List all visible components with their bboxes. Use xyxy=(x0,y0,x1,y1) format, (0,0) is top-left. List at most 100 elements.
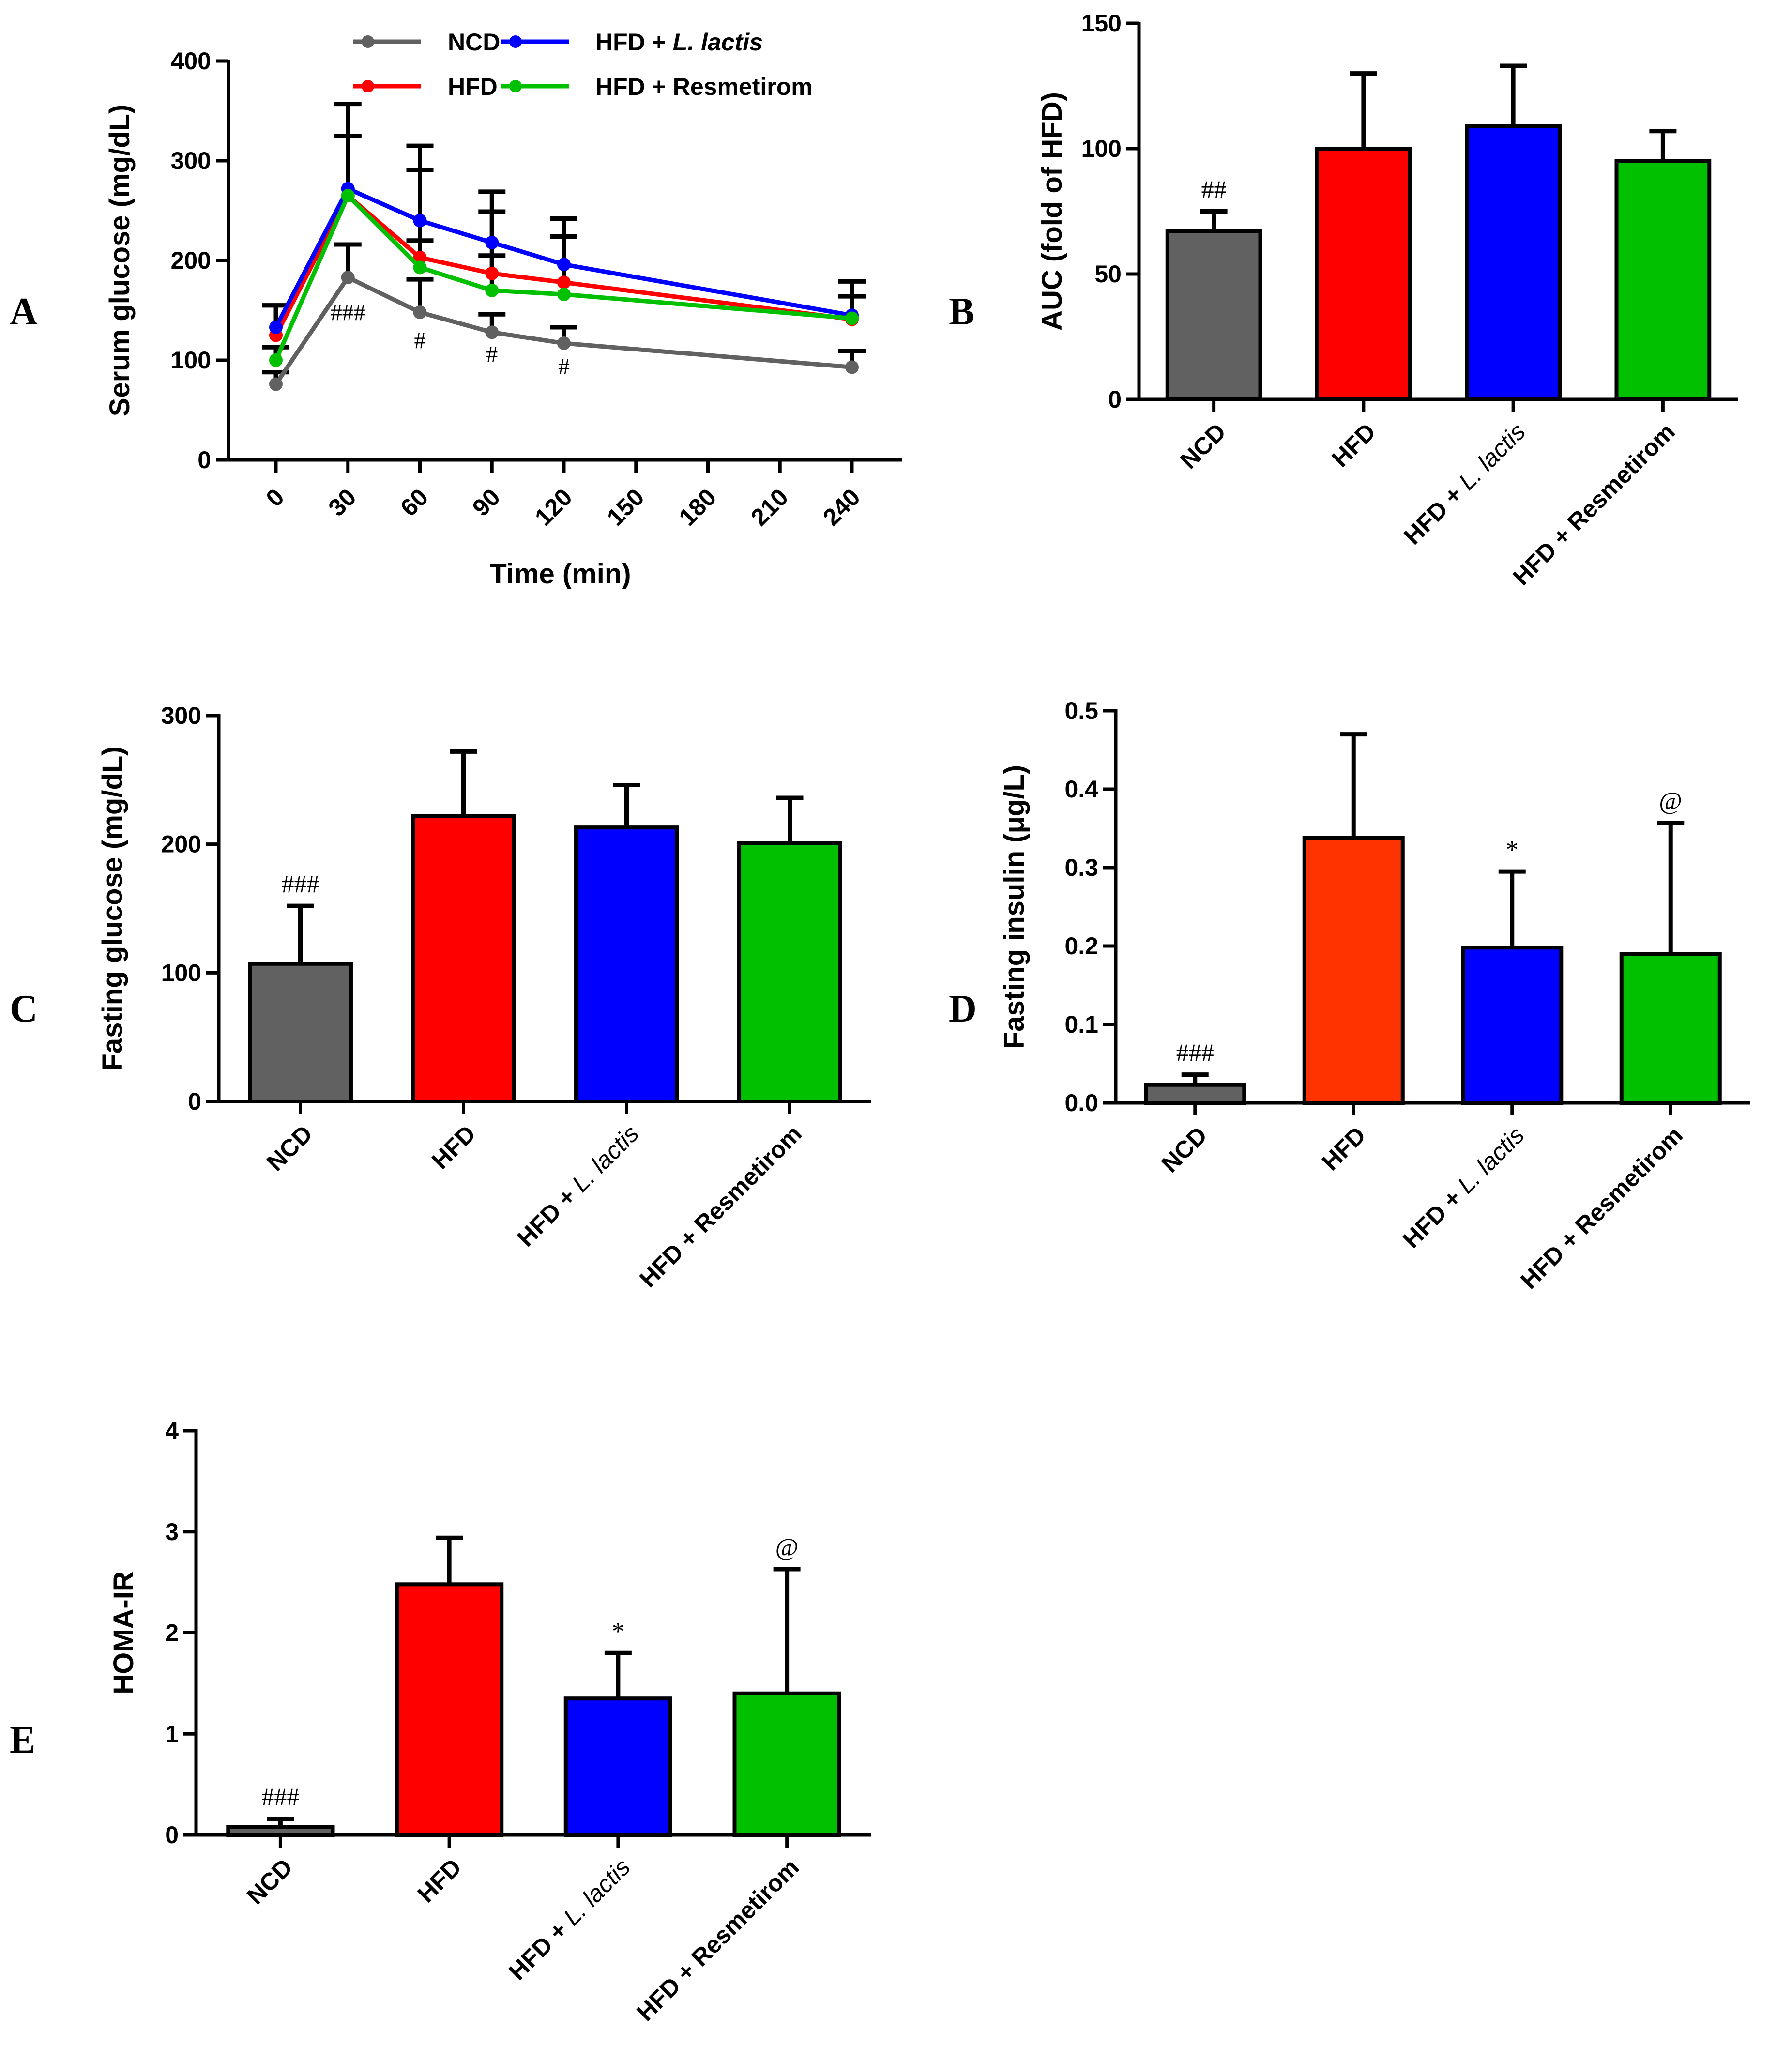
d-y-tick-label: 0.1 xyxy=(1064,1011,1098,1038)
d-annotation: @ xyxy=(1659,788,1682,815)
e-category-text: NCD xyxy=(242,1853,298,1909)
c-category-label: HFD + Resmetirom xyxy=(634,1120,807,1293)
a-x-axis-label: Time (min) xyxy=(489,558,631,590)
d-bar-1 xyxy=(1302,836,1405,1105)
b-category-text: HFD xyxy=(1326,418,1381,472)
a-series-point-1 xyxy=(485,266,499,280)
e-category-label: HFD + Resmetirom xyxy=(632,1853,805,2026)
a-x-tick-label: 60 xyxy=(395,483,433,521)
d-y-tick-label: 0.4 xyxy=(1064,776,1098,803)
chart-d-bar-fasting-insulin: 0.0 0.1 0.2 0.3 0.4 0.5 Fasting insulin (μg/L)… xyxy=(999,697,1750,1294)
e-y-tick-label: 2 xyxy=(165,1619,179,1647)
c-category-italic-text: L. lactis xyxy=(567,1120,644,1197)
b-y-tick-label: 100 xyxy=(1081,135,1122,162)
d-annotation: * xyxy=(1506,836,1519,864)
b-bar-0 xyxy=(1165,229,1262,401)
a-series-point-2 xyxy=(269,321,283,335)
a-y-axis-label: Serum glucose (mg/dL) xyxy=(104,105,136,417)
a-series-point-3 xyxy=(557,288,571,302)
c-category-label: HFD xyxy=(426,1120,481,1174)
c-bar-3 xyxy=(737,841,842,1103)
d-y-axis-label: Fasting insulin (μg/L) xyxy=(999,765,1030,1049)
a-x-tick-label: 120 xyxy=(530,483,577,531)
a-legend-marker-2 xyxy=(509,35,522,48)
a-y-tick-label: 300 xyxy=(171,147,211,174)
a-legend-label-1: HFD xyxy=(448,73,498,100)
e-y-tick-label: 3 xyxy=(165,1518,179,1545)
a-series-point-0 xyxy=(845,360,859,374)
c-y-tick-label: 300 xyxy=(161,702,201,729)
a-legend-marker-1 xyxy=(362,80,374,92)
a-legend-marker-3 xyxy=(509,80,522,92)
a-series-point-3 xyxy=(413,260,427,275)
d-bar-0 xyxy=(1144,1083,1246,1105)
a-series-point-0 xyxy=(485,325,499,339)
a-legend-label-2: HFD + L. lactis xyxy=(595,29,763,56)
e-y-tick-label: 1 xyxy=(165,1720,179,1747)
a-x-tick-label: 0 xyxy=(261,483,289,512)
a-series-point-0 xyxy=(413,305,427,320)
a-legend-label-3: HFD + Resmetirom xyxy=(595,73,813,100)
a-y-tick-label: 200 xyxy=(171,247,211,274)
d-category-text: HFD + Resmetirom xyxy=(1515,1121,1688,1294)
c-bar-1 xyxy=(411,814,516,1103)
a-legend-italic-text: L. lactis xyxy=(673,29,763,56)
panel-letter-d: D xyxy=(949,988,977,1030)
a-legend-text: HFD + Resmetirom xyxy=(595,73,813,100)
c-category-text: HFD xyxy=(426,1120,481,1174)
a-x-tick-label: 180 xyxy=(674,483,722,531)
b-category-label: NCD xyxy=(1175,418,1231,474)
d-category-label: HFD + Resmetirom xyxy=(1515,1121,1688,1294)
chart-e-bar-homa-ir: 0 1 2 3 4 HOMA-IR ### NCD HFD * HFD + L. lactis @ HF… xyxy=(108,1417,871,2026)
d-category-italic-text: L. lactis xyxy=(1452,1121,1529,1198)
a-legend-text: HFD + xyxy=(595,29,673,56)
chart-a-line-glucose: 0 100 200 300 400 Serum glucose (mg/dL) 0 30 60 9… xyxy=(104,29,902,590)
b-bar-2 xyxy=(1465,124,1562,401)
panel-letter-c: C xyxy=(10,988,38,1030)
c-y-axis-label: Fasting glucose (mg/dL) xyxy=(97,746,128,1070)
panel-letter-b: B xyxy=(949,290,974,333)
a-x-tick-label: 150 xyxy=(602,483,650,531)
a-series-point-0 xyxy=(557,336,571,350)
a-y-tick-label: 0 xyxy=(197,446,211,473)
a-series-point-3 xyxy=(485,283,499,297)
chart-b-bar-auc: 0 50 100 150 AUC (fold of HFD) ## NCD HFD HFD + … xyxy=(1036,10,1738,591)
b-category-text: HFD + xyxy=(1398,476,1473,550)
d-category-text: NCD xyxy=(1156,1121,1212,1177)
a-series-point-2 xyxy=(557,258,571,272)
b-category-text: NCD xyxy=(1175,418,1231,474)
b-category-italic-text: L. lactis xyxy=(1453,418,1530,495)
d-y-tick-label: 0.5 xyxy=(1064,697,1098,724)
a-series-point-2 xyxy=(485,235,499,249)
d-category-label: HFD xyxy=(1317,1121,1371,1176)
e-annotation: * xyxy=(612,1618,624,1645)
d-bar-2 xyxy=(1461,946,1564,1105)
e-bar-0 xyxy=(226,1825,335,1837)
a-series-line-0 xyxy=(274,275,852,385)
panel-letter-a: A xyxy=(10,290,38,333)
c-category-text: NCD xyxy=(261,1120,318,1176)
e-annotation: ### xyxy=(261,1784,299,1811)
a-legend-text: HFD xyxy=(448,73,498,100)
b-annotation: ## xyxy=(1201,176,1227,204)
c-annotation: ### xyxy=(282,871,319,898)
a-series-point-1 xyxy=(413,250,427,264)
d-category-label: HFD + L. lactis xyxy=(1397,1121,1529,1253)
d-category-label: NCD xyxy=(1156,1121,1212,1177)
e-category-italic-text: L. lactis xyxy=(558,1853,635,1930)
chart-c-bar-fasting-glucose: 0 100 200 300 Fasting glucose (mg/dL) ### NCD H… xyxy=(97,702,871,1293)
a-series-line-2 xyxy=(274,185,852,329)
b-y-tick-label: 0 xyxy=(1108,386,1122,413)
a-series-point-3 xyxy=(845,311,859,325)
e-category-label: NCD xyxy=(242,1853,298,1909)
c-y-tick-label: 200 xyxy=(161,831,201,858)
a-x-tick-label: 210 xyxy=(745,483,793,531)
d-category-text: HFD xyxy=(1317,1121,1371,1176)
a-series-point-0 xyxy=(269,377,283,391)
a-series-line-3 xyxy=(273,192,852,361)
a-legend-text: NCD xyxy=(448,29,500,56)
e-bar-1 xyxy=(395,1582,504,1837)
b-bar-3 xyxy=(1614,159,1712,401)
b-category-label: HFD xyxy=(1326,418,1381,472)
